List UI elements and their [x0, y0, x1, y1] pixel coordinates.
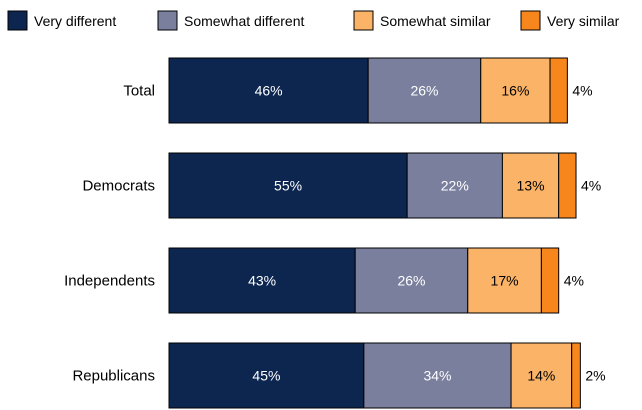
value-label-republicans-very-similar: 2% — [585, 368, 605, 384]
category-label-total: Total — [123, 83, 155, 100]
category-label-independents: Independents — [64, 273, 155, 290]
bar-total-very-similar — [549, 57, 568, 124]
bar-total-very-different — [168, 57, 369, 124]
legend-label-somewhat-different: Somewhat different — [184, 13, 304, 29]
bar-total-somewhat-different — [367, 57, 482, 124]
legend-label-very-similar: Very similar — [547, 13, 620, 29]
value-label-independents-very-similar: 4% — [564, 273, 584, 289]
bar-independents-somewhat-similar — [467, 247, 542, 314]
category-label-republicans: Republicans — [72, 368, 155, 385]
legend-label-very-different: Very different — [34, 13, 116, 29]
bars — [168, 57, 581, 409]
legend-label-somewhat-similar: Somewhat similar — [380, 13, 491, 29]
bar-democrats-somewhat-different — [406, 152, 503, 219]
legend-swatch-somewhat-different — [157, 10, 178, 31]
bar-democrats-somewhat-similar — [501, 152, 560, 219]
value-label-total-somewhat-different: 26% — [410, 83, 438, 99]
bar-republicans-very-different — [168, 342, 365, 409]
legend-item-somewhat-different: Somewhat different — [157, 10, 304, 31]
legend-swatch-very-different — [7, 10, 28, 31]
value-label-democrats-very-different: 55% — [274, 178, 302, 194]
value-label-democrats-very-similar: 4% — [581, 178, 601, 194]
bar-democrats-very-different — [168, 152, 408, 219]
bar-democrats-very-similar — [558, 152, 577, 219]
value-label-total-very-similar: 4% — [572, 83, 592, 99]
value-label-total-somewhat-similar: 16% — [501, 83, 529, 99]
legend-swatch-very-similar — [520, 10, 541, 31]
value-label-republicans-very-different: 45% — [252, 368, 280, 384]
legend-swatch-somewhat-similar — [353, 10, 374, 31]
value-label-democrats-somewhat-different: 22% — [441, 178, 469, 194]
legend: Very different Somewhat different Somewhat… — [7, 10, 620, 31]
bar-independents-somewhat-different — [354, 247, 469, 314]
value-label-total-very-different: 46% — [255, 83, 283, 99]
bar-republicans-very-similar — [571, 342, 581, 409]
value-labels: 46% 26% 16% 4% 55% 22% 13% 4% 43% 26% 17% 4% 45% 34% 1… — [248, 83, 606, 384]
value-label-republicans-somewhat-different: 34% — [423, 368, 451, 384]
value-label-democrats-somewhat-similar: 13% — [517, 178, 545, 194]
category-labels: Total Democrats Independents Republicans — [64, 83, 155, 385]
legend-item-very-similar: Very similar — [520, 10, 620, 31]
value-label-independents-very-different: 43% — [248, 273, 276, 289]
category-label-democrats: Democrats — [82, 178, 155, 195]
value-label-republicans-somewhat-similar: 14% — [527, 368, 555, 384]
value-label-independents-somewhat-similar: 17% — [491, 273, 519, 289]
legend-item-somewhat-similar: Somewhat similar — [353, 10, 491, 31]
bar-republicans-somewhat-similar — [510, 342, 573, 409]
bar-independents-very-similar — [540, 247, 560, 314]
legend-item-very-different: Very different — [7, 10, 116, 31]
value-label-independents-somewhat-different: 26% — [397, 273, 425, 289]
bar-total-somewhat-similar — [480, 57, 551, 124]
bar-independents-very-different — [168, 247, 356, 314]
